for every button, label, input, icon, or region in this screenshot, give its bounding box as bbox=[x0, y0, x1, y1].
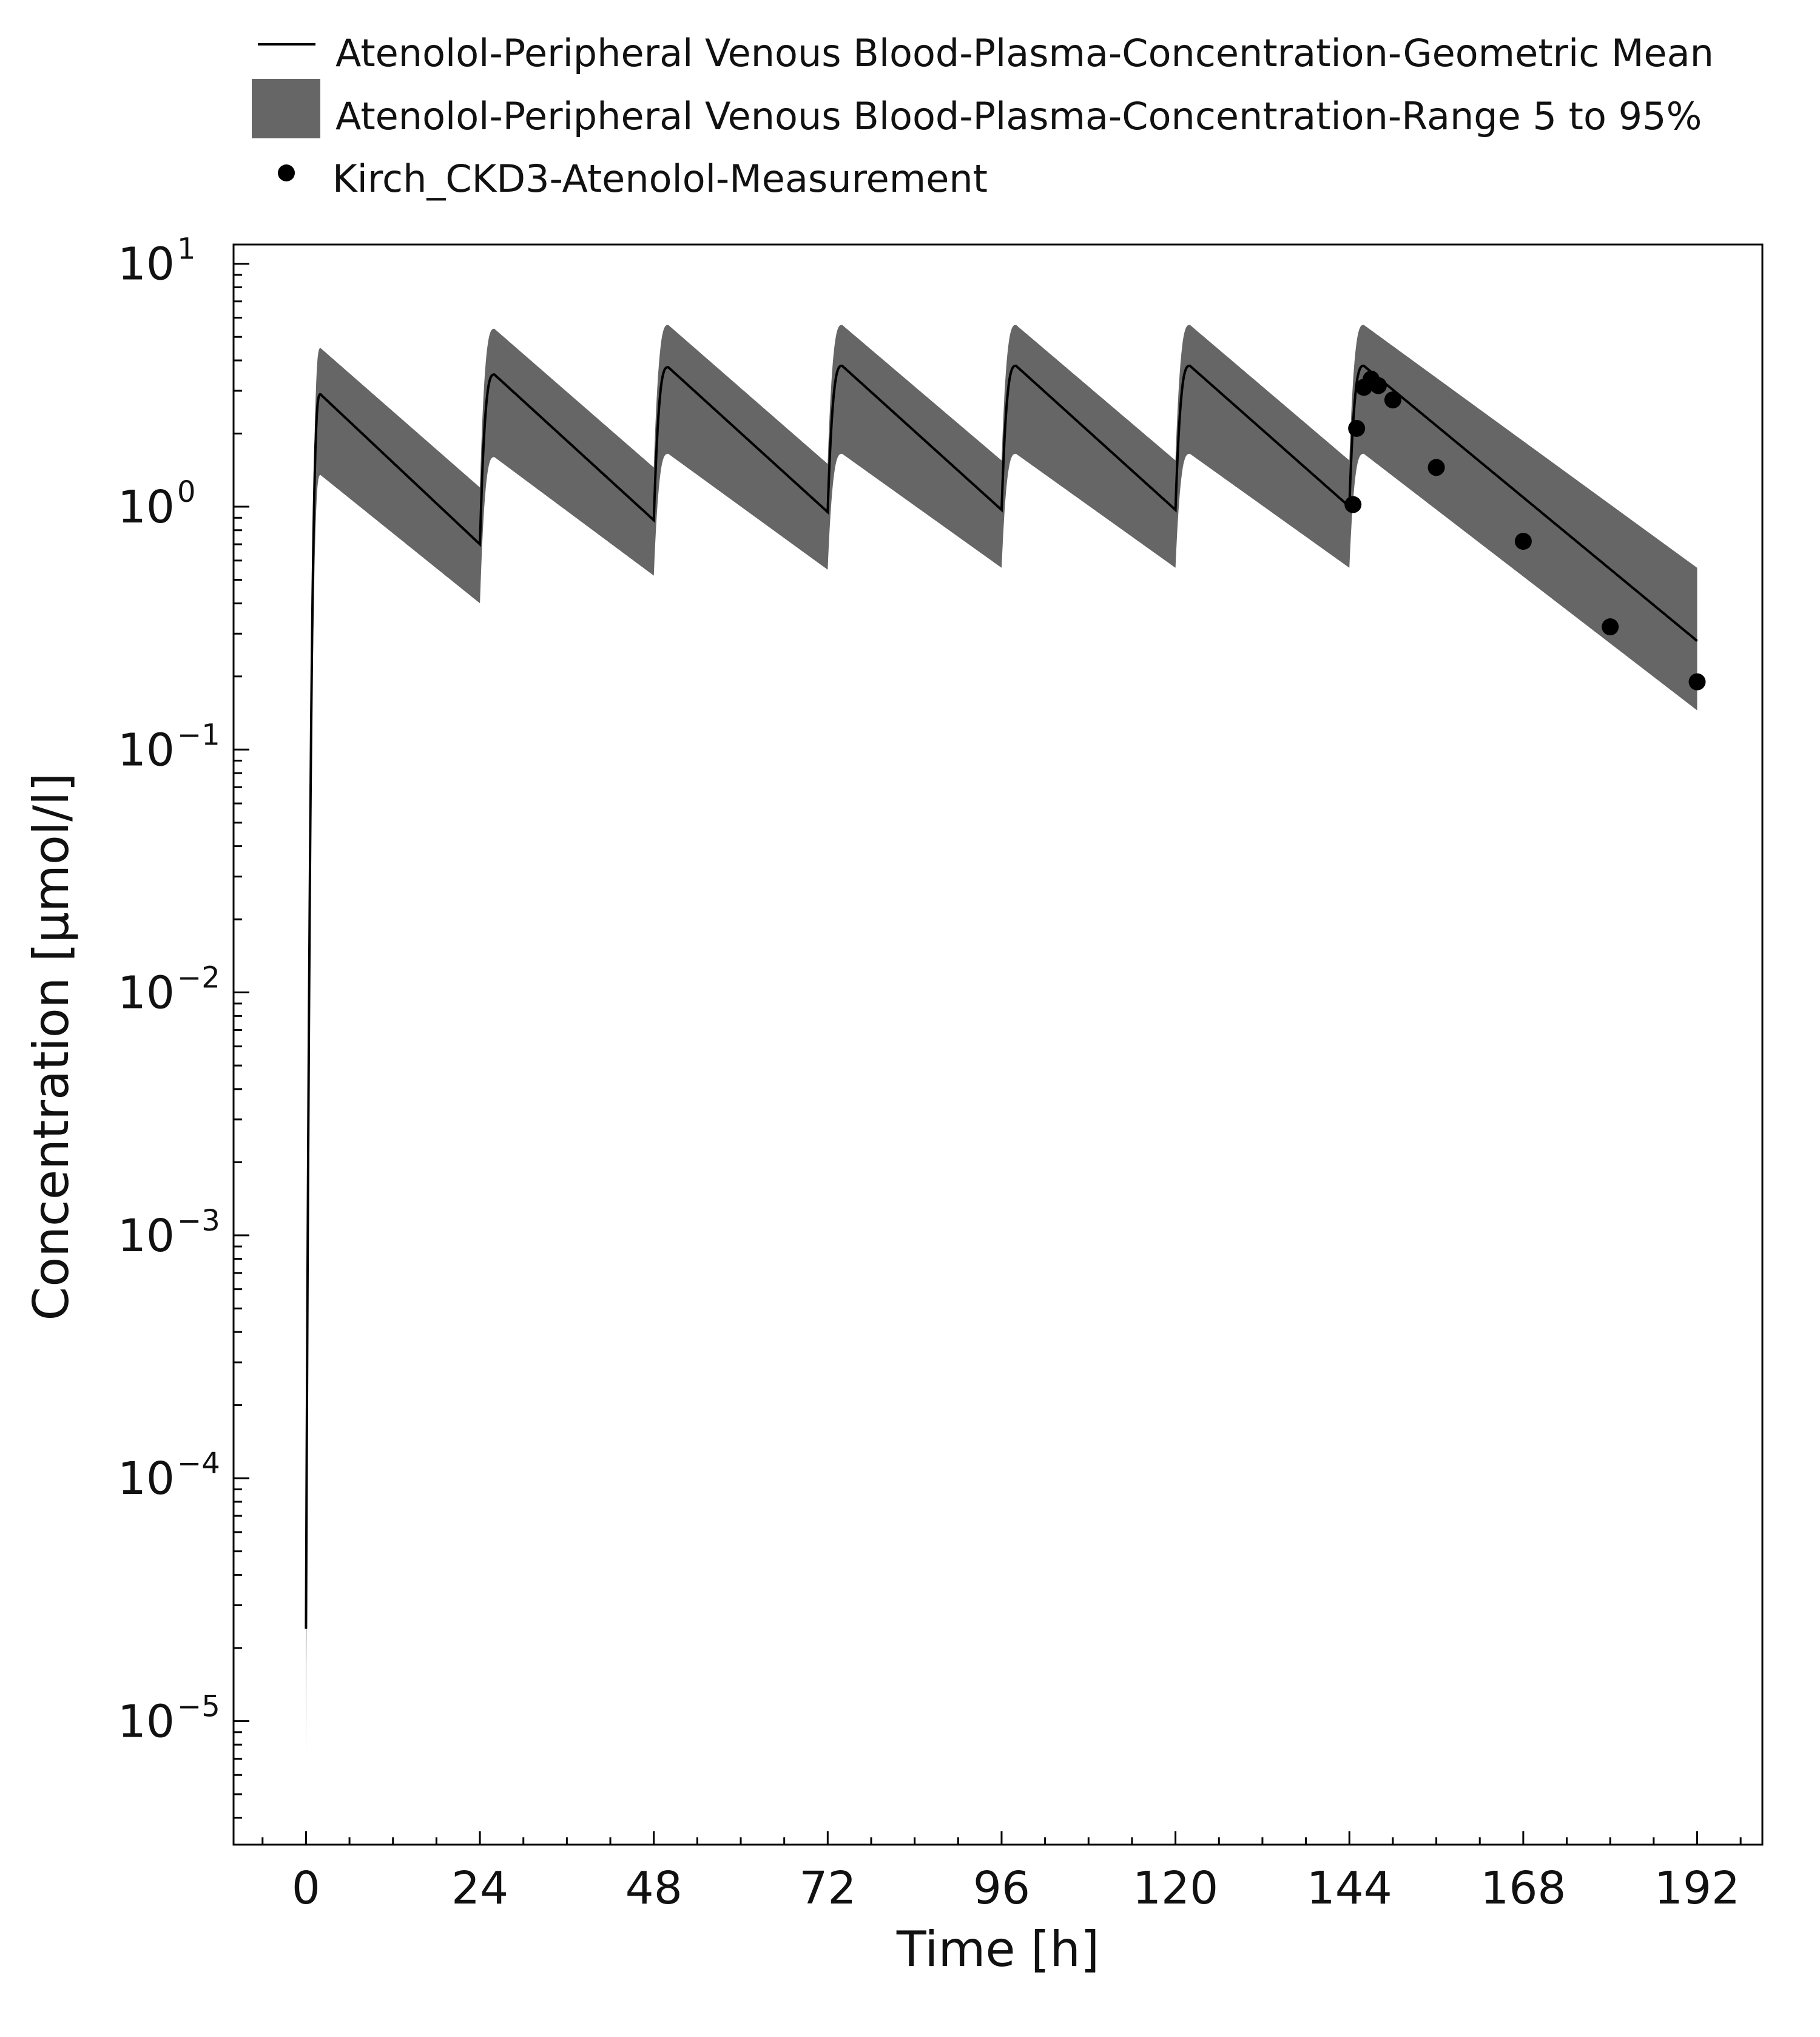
y-axis-title: Concentration [µmol/l] bbox=[23, 773, 79, 1321]
y-tick-exponent: −5 bbox=[177, 1689, 220, 1723]
measurement-point bbox=[1602, 618, 1619, 636]
y-tick-exponent: −2 bbox=[177, 961, 220, 995]
x-axis: 0 24 48 72 96 120 144 168 192 bbox=[261, 1831, 1742, 1914]
y-tick-label: 10 bbox=[118, 481, 175, 533]
plot-frame bbox=[232, 243, 1764, 1846]
y-tick-exponent: −4 bbox=[177, 1447, 220, 1481]
y-tick-label: 10 bbox=[118, 724, 175, 776]
x-tick-label: 192 bbox=[1654, 1862, 1740, 1914]
y-tick-label: 10 bbox=[118, 238, 175, 291]
x-tick-label: 72 bbox=[799, 1862, 856, 1914]
legend-label-measurement: Kirch_CKD3-Atenolol-Measurement bbox=[332, 157, 988, 201]
measurement-point bbox=[1427, 459, 1445, 476]
y-tick-label: 10 bbox=[118, 1453, 175, 1505]
measurement-point bbox=[1688, 673, 1706, 691]
x-tick-label: 168 bbox=[1480, 1862, 1566, 1914]
x-axis-title: Time [h] bbox=[896, 1921, 1099, 1978]
legend-label-range: Atenolol-Peripheral Venous Blood-Plasma-… bbox=[335, 94, 1702, 138]
x-tick-label: 96 bbox=[973, 1862, 1030, 1914]
measurement-point bbox=[1344, 496, 1362, 513]
y-tick-exponent: −1 bbox=[177, 718, 220, 752]
legend-band-swatch bbox=[252, 79, 320, 138]
x-tick-label: 120 bbox=[1133, 1862, 1218, 1914]
measurement-point bbox=[1384, 391, 1401, 409]
measurement-point bbox=[1370, 377, 1387, 394]
y-tick-label: 10 bbox=[118, 967, 175, 1019]
measurement-points bbox=[1344, 370, 1706, 691]
y-tick-exponent: 0 bbox=[177, 475, 196, 509]
legend: Atenolol-Peripheral Venous Blood-Plasma-… bbox=[252, 31, 1714, 201]
geometric-mean-line bbox=[305, 364, 1698, 1629]
y-tick-label: 10 bbox=[118, 1210, 175, 1262]
y-tick-label: 10 bbox=[118, 1695, 175, 1748]
legend-point-swatch bbox=[278, 164, 295, 181]
x-tick-label: 24 bbox=[451, 1862, 508, 1914]
range-5-95-band bbox=[306, 325, 1697, 1756]
x-tick-label: 144 bbox=[1307, 1862, 1392, 1914]
x-tick-label: 0 bbox=[292, 1862, 320, 1914]
measurement-point bbox=[1514, 533, 1532, 550]
x-tick-label: 48 bbox=[625, 1862, 682, 1914]
y-tick-exponent: −3 bbox=[177, 1204, 220, 1238]
y-tick-exponent: 1 bbox=[177, 232, 196, 266]
plot-area bbox=[232, 243, 1764, 1846]
legend-label-geometric-mean: Atenolol-Peripheral Venous Blood-Plasma-… bbox=[335, 31, 1714, 75]
measurement-point bbox=[1348, 419, 1366, 437]
